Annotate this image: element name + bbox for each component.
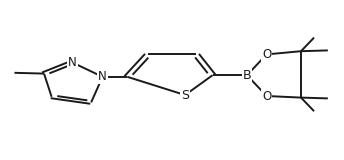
Text: N: N: [98, 70, 107, 83]
Text: O: O: [262, 48, 271, 61]
Text: N: N: [68, 56, 77, 69]
Text: O: O: [262, 89, 271, 103]
Text: S: S: [181, 88, 189, 102]
Text: B: B: [243, 69, 251, 82]
